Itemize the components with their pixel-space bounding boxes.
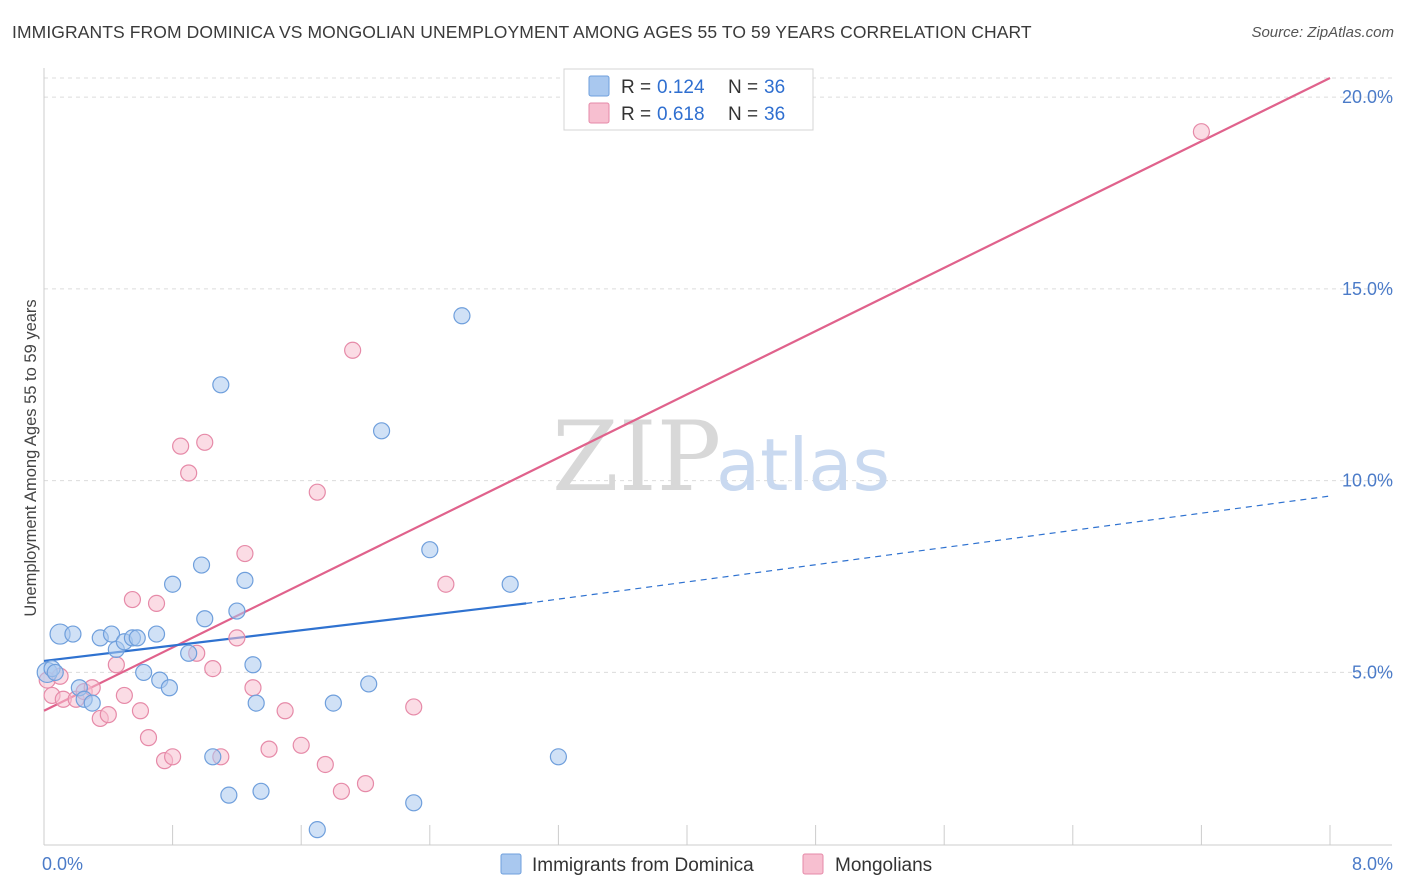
legend-swatch-blue [588,75,610,97]
point-mongolians [196,433,214,451]
point-dominica [252,782,270,800]
point-dominica [196,610,214,628]
point-mongolians [139,729,158,747]
point-dominica [405,794,423,812]
y-tick-label: 15.0% [1342,279,1393,299]
point-mongolians [131,702,150,720]
point-dominica [128,629,146,647]
point-dominica [64,625,82,643]
point-dominica [212,376,230,394]
legend-n-label-2: N = [728,104,758,125]
point-dominica [324,694,342,712]
bottom-legend-label-pink: Mongolians [835,855,932,876]
point-dominica [180,644,198,662]
point-dominica [204,748,222,766]
bottom-legend: Immigrants from Dominica Mongolians [500,853,932,876]
point-mongolians [123,590,142,609]
legend-r-label-1: R = [621,77,651,98]
point-dominica [192,556,211,574]
point-dominica [372,422,391,440]
point-mongolians [107,656,125,674]
legend-swatch-pink [588,102,610,124]
bottom-legend-label-blue: Immigrants from Dominica [532,855,754,876]
point-mongolians [180,464,198,482]
y-tick-label: 10.0% [1342,471,1393,491]
y-axis-label: Unemployment Among Ages 55 to 59 years [22,299,40,616]
point-mongolians [172,437,190,455]
x-tick-label: 8.0% [1352,854,1393,874]
point-mongolians [147,594,166,612]
x-tick-labels: 0.0% 8.0% [42,854,1393,874]
point-dominica [83,694,101,712]
point-dominica [247,694,265,712]
point-mongolians [1192,123,1211,141]
point-dominica [244,656,262,674]
point-dominica [360,675,378,693]
point-mongolians [332,782,350,800]
point-mongolians [228,629,246,647]
point-dominica [46,663,64,682]
point-dominica [102,625,121,643]
bottom-legend-swatch-pink [802,853,824,875]
point-mongolians [115,686,133,705]
point-mongolians [99,706,117,724]
source-label: Source: ZipAtlas.com [1251,24,1394,41]
bottom-legend-swatch-blue [500,853,522,875]
watermark-atlas: atlas [716,423,890,507]
watermark-zip: ZIP [552,401,721,513]
point-mongolians [292,736,310,754]
point-dominica [549,748,568,766]
point-dominica [421,541,439,559]
y-tick-label: 5.0% [1352,662,1393,682]
legend-r-value-2: 0.618 [657,104,705,125]
point-dominica [228,602,246,620]
point-dominica [236,571,254,589]
point-dominica [501,575,519,593]
legend-r-label-2: R = [621,104,651,125]
point-mongolians [204,659,222,678]
point-dominica [308,821,326,839]
trend-line-dominica-extension [526,495,1331,604]
point-mongolians [405,698,423,716]
point-mongolians [356,775,375,793]
legend-box: R = 0.124 N = 36 R = 0.618 N = 36 [563,68,814,131]
point-dominica [164,575,182,593]
data-points [36,123,1211,839]
legend-r-value-1: 0.124 [657,77,705,98]
point-mongolians [316,755,334,774]
point-mongolians [164,748,182,766]
chart-title: IMMIGRANTS FROM DOMINICA VS MONGOLIAN UN… [12,22,1032,42]
point-mongolians [260,740,278,758]
point-mongolians [308,483,326,501]
axes [43,68,1392,846]
legend-n-value-2: 36 [764,104,785,125]
point-mongolians [437,575,455,593]
point-dominica [453,307,471,325]
point-mongolians [344,341,362,359]
point-mongolians [236,544,254,563]
y-tick-label: 20.0% [1342,87,1393,107]
x-tick-label: 0.0% [42,854,83,874]
point-mongolians [244,679,262,697]
legend-n-value-1: 36 [764,77,785,98]
point-dominica [160,679,178,697]
trend-line-mongolians [43,77,1331,712]
point-dominica [147,625,166,643]
y-tick-labels: 5.0% 10.0% 15.0% 20.0% [1342,87,1393,682]
legend-n-label-1: N = [728,77,758,98]
point-mongolians [276,702,294,720]
point-dominica [220,786,238,804]
point-dominica [135,663,153,682]
